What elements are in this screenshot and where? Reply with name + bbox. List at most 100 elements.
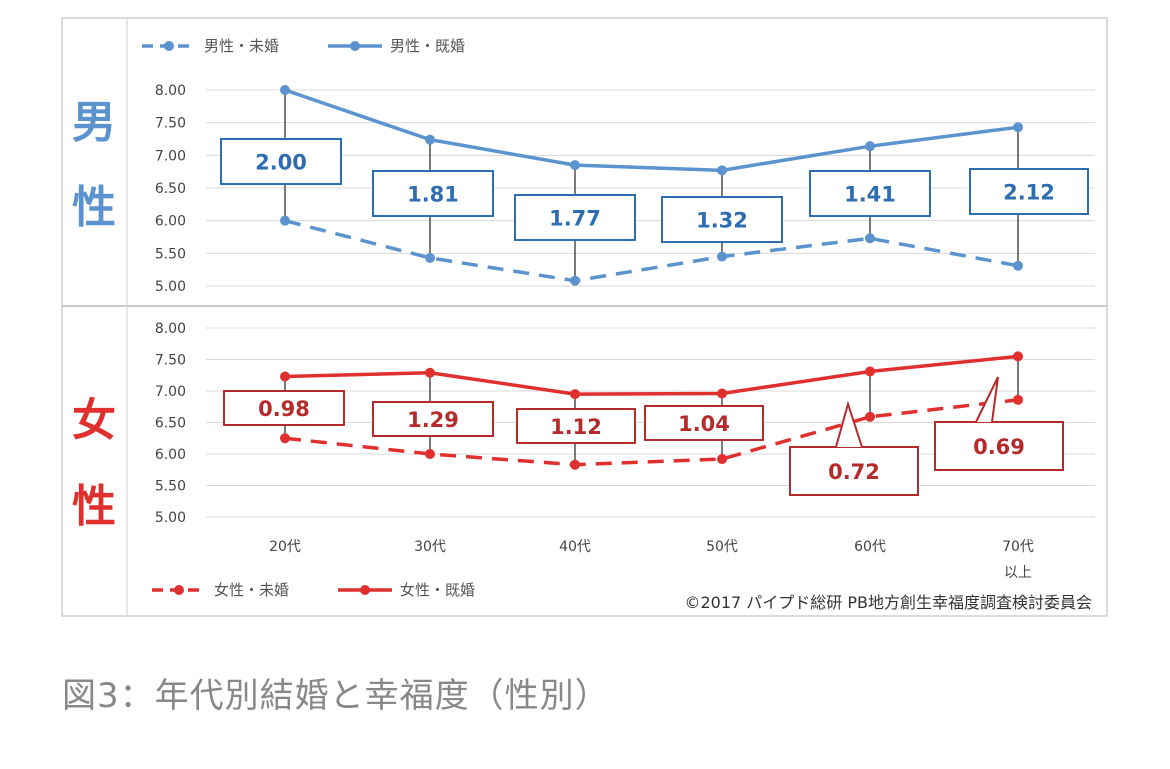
y-tick-label: 5.50 [155,479,186,495]
difference-callout: 1.81 [372,170,494,217]
difference-box [223,390,345,426]
legend-label: 男性・既婚 [390,37,465,55]
difference-callout: 1.29 [372,401,494,437]
female-unmarried-point [570,459,580,470]
difference-label: 0.72 [828,460,880,484]
female-unmarried-point [425,449,435,459]
male-unmarried-point [425,252,435,263]
male-chart-panel: 8.00 7.50 7.00 6.50 6.00 5.50 5.00 2.00 1.81 1.77… [155,83,1095,295]
female-panel-label: 女 性 [72,395,116,532]
male-label-char-1: 男 [72,97,116,148]
difference-label: 2.00 [255,151,307,175]
male-married-point [425,134,435,145]
female-unmarried-point [865,411,875,422]
difference-callout: 1.12 [516,408,636,444]
difference-callout: 1.32 [661,196,783,243]
legend-swatch-marker [174,585,184,595]
difference-callout: 1.41 [809,170,931,217]
y-tick-label: 8.00 [155,321,186,337]
male-married-point [717,165,727,176]
female-married-series-line [284,354,1019,396]
difference-callout: 1.77 [514,194,636,241]
male-legend: 男性・未婚 男性・既婚 [142,37,465,55]
difference-box [969,168,1089,215]
x-tick-label: 以上 [1004,565,1032,581]
female-unmarried-point [1013,394,1023,405]
difference-label: 1.04 [678,412,730,436]
female-married-point [570,389,580,400]
male-married-point [280,85,290,95]
y-tick-label: 5.50 [155,246,186,262]
legend-label: 男性・未婚 [204,37,279,55]
female-unmarried-series-line [284,398,1019,467]
figure-caption: 図3：年代別結婚と幸福度（性別） [62,676,610,716]
male-married-series-line [284,88,1019,173]
legend-swatch-marker [164,41,174,51]
male-unmarried-point [1013,260,1023,271]
y-tick-label: 5.00 [155,510,186,526]
x-tick-label: 70代 [1002,539,1034,555]
difference-callout: 1.04 [644,405,764,441]
female-married-point [865,366,875,377]
difference-label: 1.41 [844,183,896,207]
y-tick-label: 6.50 [155,416,186,432]
y-tick-label: 5.00 [155,279,186,295]
difference-label: 1.81 [407,183,459,207]
female-unmarried-point [280,433,290,444]
legend-swatch-marker [350,41,360,51]
x-tick-label: 40代 [559,539,591,555]
y-tick-label: 7.50 [155,353,186,369]
copyright-text: ©2017 パイプド総研 PB地方創生幸福度調査検討委員会 [684,593,1092,612]
difference-label: 1.32 [696,209,748,233]
difference-box [934,421,1064,471]
difference-box [644,405,764,441]
female-chart-panel: 8.00 7.50 7.00 6.50 6.00 5.50 5.00 0.98 1.29 1.12… [155,321,1095,526]
male-unmarried-point [570,275,580,286]
female-unmarried-point [717,454,727,465]
difference-box [372,401,494,437]
male-married-point [1013,122,1023,133]
male-panel-label: 男 性 [72,97,116,233]
difference-box [661,196,783,243]
x-tick-label: 60代 [854,539,886,555]
female-married-point [717,388,727,399]
female-married-point [280,371,290,382]
y-tick-label: 8.00 [155,83,186,99]
difference-label: 2.12 [1003,181,1055,205]
chart-figure: 男 性 女 性 8.00 7.50 7.00 6.50 6.00 5.50 5.00 2.00… [61,17,1108,617]
x-tick-label: 30代 [414,539,446,555]
difference-box [372,170,494,217]
difference-label: 1.12 [550,415,602,439]
legend-swatch-marker [360,585,370,595]
female-married-point [1013,351,1023,362]
difference-callout: 2.12 [969,168,1089,215]
y-tick-label: 7.50 [155,116,186,132]
x-tick-label: 20代 [269,539,301,555]
difference-box [809,170,931,217]
female-label-char-2: 性 [72,481,116,532]
female-married-point [425,367,435,378]
difference-callout: 0.98 [223,390,345,426]
male-unmarried-point [280,215,290,226]
callout-pointer [835,400,863,448]
difference-label: 0.98 [258,397,310,421]
male-label-char-2: 性 [72,182,116,233]
y-tick-label: 6.50 [155,181,186,197]
x-tick-label: 50代 [706,539,738,555]
legend-label: 女性・既婚 [400,581,475,599]
y-tick-label: 6.00 [155,447,186,463]
y-tick-label: 7.00 [155,384,186,400]
difference-box [220,138,342,185]
legend-label: 女性・未婚 [214,581,289,599]
difference-box [514,194,636,241]
difference-label: 1.29 [407,408,459,432]
y-tick-label: 7.00 [155,148,186,164]
male-unmarried-point [717,251,727,262]
male-unmarried-series-line [284,218,1019,283]
difference-callout: 0.69 [934,376,1064,471]
difference-box [516,408,636,444]
male-married-point [570,160,580,171]
difference-label: 1.77 [549,207,601,231]
chart-frame [61,17,1108,617]
